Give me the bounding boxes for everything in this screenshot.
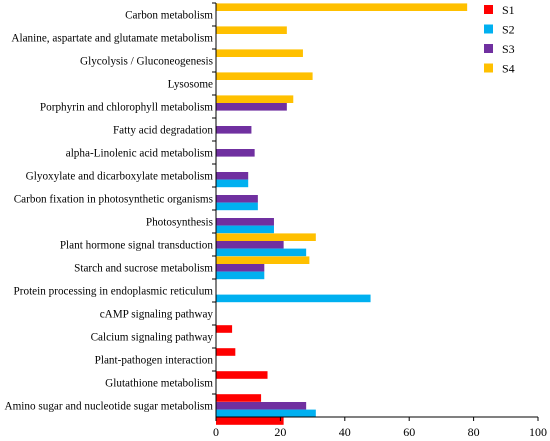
- x-tick-label: 0: [213, 425, 219, 439]
- category-label: cAMP signaling pathway: [100, 309, 214, 321]
- category-label: Glutathione metabolism: [105, 378, 213, 390]
- category-label: Starch and sucrose metabolism: [74, 263, 213, 275]
- bar-s3-11: [216, 264, 265, 272]
- category-label: Porphyrin and chlorophyll metabolism: [40, 102, 213, 114]
- legend: S1 S2 S3 S4: [484, 3, 515, 76]
- bar-s2-10: [216, 248, 307, 257]
- bar-s1-17: [216, 417, 284, 425]
- bar-s4-4: [216, 95, 294, 103]
- bar-s4-0: [216, 3, 468, 11]
- axes: 0 20 40 60 80 100: [212, 2, 547, 439]
- category-label: Plant hormone signal transduction: [60, 240, 214, 252]
- legend-label-s3: S3: [502, 42, 515, 56]
- category-label: Alanine, aspartate and glutamate metabol…: [11, 33, 213, 45]
- bar-s3-17: [216, 402, 307, 410]
- bar-s4-1: [216, 26, 287, 34]
- x-tick-label: 60: [403, 425, 415, 439]
- bar-s3-8: [216, 195, 258, 203]
- bar-s4-11: [216, 256, 310, 264]
- category-label: Carbon metabolism: [125, 10, 213, 22]
- category-label: alpha-Linolenic acid metabolism: [66, 148, 214, 160]
- bar-s4-3: [216, 72, 313, 80]
- bar-s2-7: [216, 179, 249, 188]
- category-label: Glycolysis / Gluconeogenesis: [80, 56, 213, 68]
- legend-swatch-s1: [484, 5, 493, 14]
- x-tick-label: 100: [529, 425, 547, 439]
- x-tick-label: 20: [274, 425, 286, 439]
- category-label: Calcium signaling pathway: [91, 332, 214, 344]
- bar-s4-2: [216, 49, 303, 57]
- bar-s3-4: [216, 103, 287, 111]
- x-tick-label: 40: [339, 425, 351, 439]
- bar-s4-10: [216, 233, 316, 241]
- legend-label-s4: S4: [502, 62, 515, 76]
- bar-s3-7: [216, 172, 249, 180]
- bar-s1-13: [216, 325, 233, 333]
- bar-s1-16: [216, 394, 262, 402]
- category-label: Fatty acid degradation: [113, 125, 213, 137]
- bars-group: [216, 3, 468, 425]
- legend-swatch-s2: [484, 24, 493, 34]
- bar-s3-9: [216, 218, 274, 226]
- bar-s2-11: [216, 271, 265, 280]
- category-label: Photosynthesis: [146, 217, 213, 229]
- legend-label-s2: S2: [502, 23, 515, 37]
- bar-s2-8: [216, 202, 258, 211]
- legend-label-s1: S1: [502, 3, 515, 17]
- bar-s1-15: [216, 371, 268, 379]
- category-label: Protein processing in endoplasmic reticu…: [14, 286, 214, 298]
- category-label: Amino sugar and nucleotide sugar metabol…: [5, 401, 214, 413]
- bar-s3-10: [216, 241, 284, 249]
- category-labels: Carbon metabolism Alanine, aspartate and …: [5, 10, 214, 413]
- legend-swatch-s3: [484, 44, 493, 53]
- legend-swatch-s4: [484, 63, 493, 73]
- bar-s1-14: [216, 348, 236, 356]
- bar-s2-9: [216, 225, 274, 234]
- bar-s2-12: [216, 294, 371, 303]
- x-tick-label: 80: [468, 425, 480, 439]
- category-label: Glyoxylate and dicarboxylate metabolism: [26, 171, 214, 183]
- category-label: Plant-pathogen interaction: [95, 355, 214, 367]
- category-label: Lysosome: [168, 79, 213, 91]
- bar-s2-17: [216, 409, 316, 418]
- bar-s3-5: [216, 126, 252, 134]
- bar-s3-6: [216, 149, 255, 157]
- category-label: Carbon fixation in photosynthetic organi…: [14, 194, 213, 206]
